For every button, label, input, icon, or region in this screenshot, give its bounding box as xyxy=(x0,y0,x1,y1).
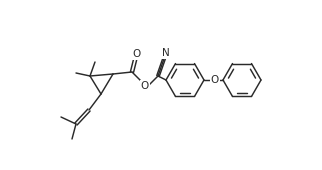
Text: O: O xyxy=(141,81,149,91)
Text: O: O xyxy=(133,49,141,59)
Text: O: O xyxy=(211,75,219,85)
Text: N: N xyxy=(162,48,170,58)
